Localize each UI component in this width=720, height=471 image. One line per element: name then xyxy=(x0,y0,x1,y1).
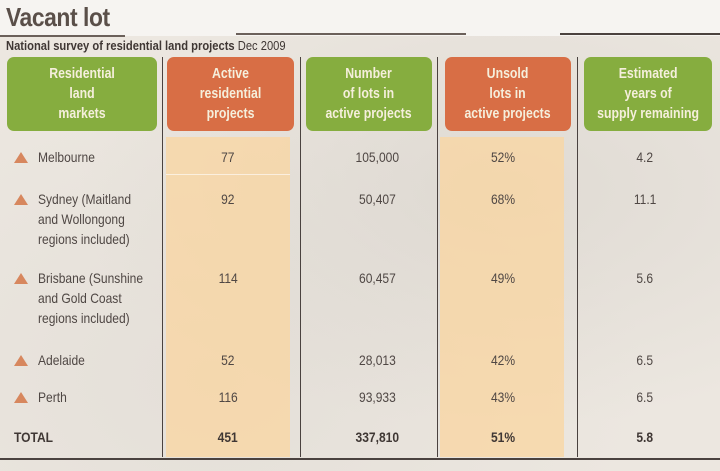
years-value: 6.5 xyxy=(636,389,654,405)
active-projects-value: 52 xyxy=(221,352,235,368)
years-value: 4.2 xyxy=(636,149,654,165)
market-name: Sydney (Maitland and Wollongong regions … xyxy=(38,191,132,247)
years-value: 6.5 xyxy=(636,352,654,368)
title-rule xyxy=(236,33,466,35)
header-residential-markets: Residential land markets xyxy=(7,57,157,131)
subtitle-date: Dec 2009 xyxy=(237,38,286,53)
title-rule xyxy=(560,33,720,35)
triangle-marker-icon xyxy=(14,152,28,163)
triangle-marker-icon xyxy=(14,194,28,205)
subtitle: National survey of residential land proj… xyxy=(6,38,286,53)
active-projects-value: 77 xyxy=(221,149,235,165)
unsold-value: 43% xyxy=(490,389,516,405)
lots-value: 50,407 xyxy=(358,191,396,207)
total-active-projects: 451 xyxy=(217,429,239,445)
triangle-marker-icon xyxy=(14,392,28,403)
active-projects-value: 116 xyxy=(218,389,238,405)
row-divider xyxy=(166,174,290,175)
lots-value: 105,000 xyxy=(355,149,399,165)
column-divider xyxy=(437,57,438,457)
header-number-of-lots: Number of lots in active projects xyxy=(306,57,432,131)
unsold-value: 49% xyxy=(490,270,516,286)
page-title: Vacant lot xyxy=(6,2,110,32)
header-unsold-lots: Unsold lots in active projects xyxy=(445,57,571,131)
active-projects-value: 92 xyxy=(221,191,235,207)
total-lots: 337,810 xyxy=(355,429,399,445)
total-years: 5.8 xyxy=(636,429,654,445)
market-name: Brisbane (Sunshine and Gold Coast region… xyxy=(38,270,144,326)
triangle-marker-icon xyxy=(14,355,28,366)
market-name: Perth xyxy=(38,389,67,405)
market-name: Melbourne xyxy=(38,149,95,165)
active-projects-value: 114 xyxy=(218,270,238,286)
title-band xyxy=(0,0,720,36)
unsold-column-bg xyxy=(440,137,564,457)
total-label: TOTAL xyxy=(14,429,54,445)
lots-value: 60,457 xyxy=(358,270,396,286)
lots-value: 28,013 xyxy=(358,352,396,368)
column-divider xyxy=(162,57,163,457)
subtitle-main: National survey of residential land proj… xyxy=(6,38,235,53)
unsold-value: 42% xyxy=(490,352,516,368)
triangle-marker-icon xyxy=(14,273,28,284)
column-divider xyxy=(300,57,301,457)
lots-value: 93,933 xyxy=(358,389,396,405)
total-unsold: 51% xyxy=(490,429,516,445)
years-value: 11.1 xyxy=(633,191,657,207)
active-projects-column-bg xyxy=(166,137,290,457)
header-years-supply: Estimated years of supply remaining xyxy=(584,57,712,131)
market-name: Adelaide xyxy=(38,352,85,368)
title-rule xyxy=(0,35,125,37)
years-value: 5.6 xyxy=(636,270,654,286)
unsold-value: 68% xyxy=(490,191,516,207)
bottom-rule xyxy=(0,458,720,460)
column-divider xyxy=(577,57,578,457)
header-active-projects: Active residential projects xyxy=(167,57,294,131)
unsold-value: 52% xyxy=(490,149,516,165)
